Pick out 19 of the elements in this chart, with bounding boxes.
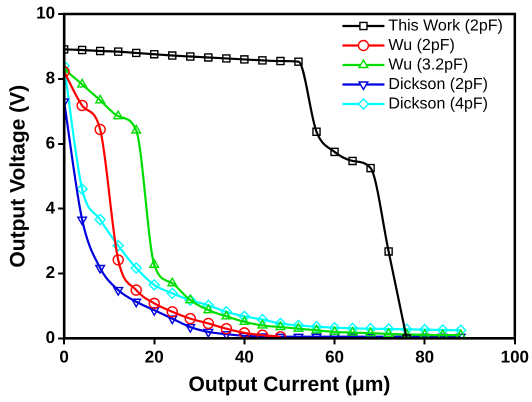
x-tick-label: 40 bbox=[234, 347, 254, 366]
y-tick-label: 4 bbox=[46, 198, 56, 218]
legend-label: Dickson (2pF) bbox=[388, 76, 488, 93]
legend-label: Wu (2pF) bbox=[388, 36, 455, 54]
legend-label: Wu (3.2pF) bbox=[388, 56, 468, 74]
x-tick-label: 0 bbox=[59, 347, 69, 366]
legend-label: This Work (2pF) bbox=[388, 17, 503, 34]
y-tick-label: 6 bbox=[46, 133, 56, 152]
y-tick-label: 8 bbox=[46, 68, 56, 88]
y-tick-label: 0 bbox=[46, 328, 56, 348]
y-tick-label: 2 bbox=[46, 263, 56, 282]
x-tick-label: 100 bbox=[500, 347, 530, 366]
y-axis-title: Output Voltage (V) bbox=[6, 84, 30, 268]
x-tick-label: 60 bbox=[325, 347, 344, 366]
y-tick-label: 10 bbox=[36, 4, 56, 23]
x-axis-title: Output Current (μm) bbox=[188, 373, 390, 396]
x-tick-label: 80 bbox=[415, 347, 434, 366]
legend-label: Dickson (4pF) bbox=[388, 95, 488, 112]
x-tick-label: 20 bbox=[144, 347, 164, 366]
